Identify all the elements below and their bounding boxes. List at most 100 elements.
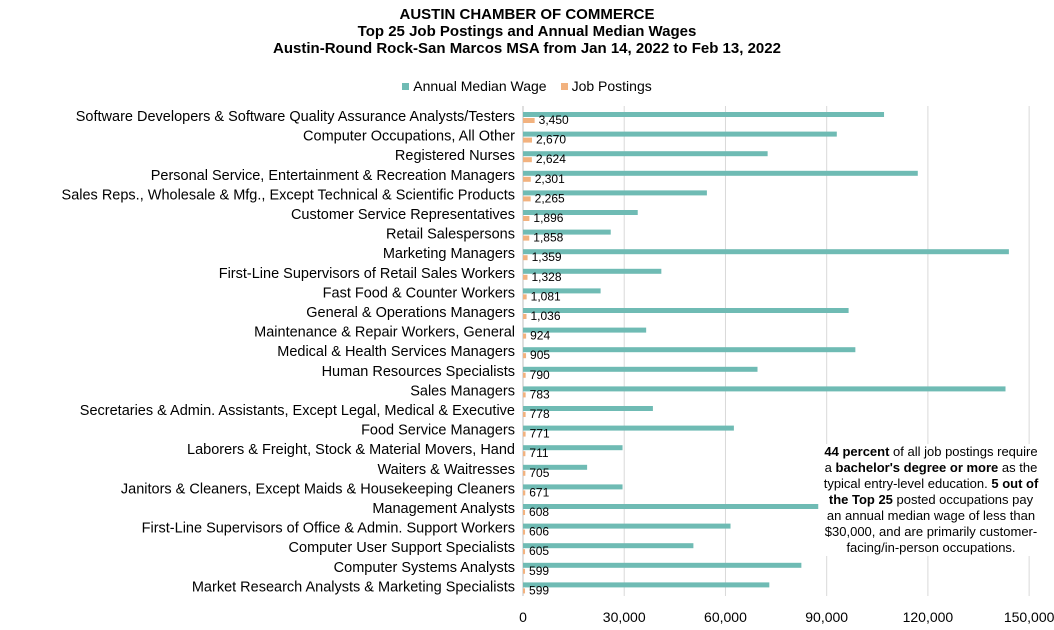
category-label: Customer Service Representatives [291,207,515,223]
wage-bar [523,445,623,451]
note-text-2: as the typical entry-level education. [823,460,1038,491]
legend-item-postings: Job Postings [560,78,652,94]
postings-bar [523,549,526,555]
category-label: Maintenance & Repair Workers, General [254,325,515,341]
postings-data-label: 608 [529,505,549,519]
x-tick-label: 120,000 [903,609,954,625]
postings-bar [523,294,527,300]
x-tick-label: 150,000 [1004,609,1054,625]
postings-bar [523,529,526,535]
category-label: Software Developers & Software Quality A… [76,109,515,125]
postings-data-label: 599 [529,583,549,597]
category-label: Fast Food & Counter Workers [323,285,515,301]
postings-bar [523,353,527,359]
category-label: Computer Systems Analysts [334,560,515,576]
postings-bar [523,392,526,398]
wage-bar [523,425,734,431]
postings-data-label: 1,081 [531,289,561,303]
category-label: Laborers & Freight, Stock & Material Mov… [187,442,515,458]
wage-bar [523,504,819,509]
category-label: First-Line Supervisors of Retail Sales W… [219,266,515,282]
postings-bar [523,137,533,143]
wage-bar [523,210,638,215]
postings-bar [523,490,526,496]
category-label: Market Research Analysts & Marketing Spe… [192,579,515,595]
category-label: Marketing Managers [383,246,515,262]
postings-bar [523,510,526,515]
wage-bar [523,327,647,333]
postings-data-label: 778 [530,407,550,421]
category-label: Secretaries & Admin. Assistants, Except … [80,403,515,419]
x-tick-label: 0 [519,609,527,625]
chart-subtitle-region: Austin-Round Rock-San Marcos MSA from Ja… [273,40,781,57]
category-label: General & Operations Managers [306,305,515,321]
postings-bar [523,157,532,163]
wage-bar [523,151,768,157]
postings-data-label: 599 [529,564,549,578]
postings-data-label: 783 [530,387,550,401]
postings-bar [523,176,531,182]
x-tick-label: 60,000 [704,609,747,625]
postings-data-label: 1,359 [532,250,562,264]
wage-bar [523,131,837,137]
legend-swatch-wage [402,82,410,90]
postings-data-label: 1,036 [530,309,560,323]
postings-data-label: 2,670 [536,133,566,147]
category-label: Sales Reps., Wholesale & Mfg., Except Te… [62,187,515,203]
wage-bar [523,582,770,588]
wage-bar [523,112,885,117]
postings-bar [523,196,531,202]
postings-data-label: 705 [529,466,549,480]
note-highlight-2: bachelor's degree or more [835,460,999,475]
wage-bar [523,347,856,353]
category-label: Food Service Managers [361,423,515,439]
legend-label-wage: Annual Median Wage [413,78,547,94]
chart-title-block: AUSTIN CHAMBER OF COMMERCE Top 25 Job Po… [0,6,1054,57]
chart-legend: Annual Median Wage Job Postings [0,78,1054,94]
postings-bar [523,274,528,280]
postings-data-label: 3,450 [539,113,569,127]
postings-bar [523,255,528,261]
wage-bar [523,268,662,274]
legend-label-postings: Job Postings [571,78,652,94]
note-highlight-1: 44 percent [824,444,890,459]
postings-data-label: 790 [530,368,550,382]
category-label: Registered Nurses [395,148,515,164]
postings-bar [523,470,526,476]
postings-bar [523,235,530,241]
category-label: Janitors & Cleaners, Except Maids & Hous… [121,481,515,497]
postings-data-label: 1,858 [533,231,563,245]
postings-bar [523,314,527,319]
wage-bar [523,464,588,470]
category-label: Waiters & Waitresses [377,462,515,478]
wage-bar [523,190,707,196]
category-label: Management Analysts [372,501,515,517]
postings-bar [523,588,526,594]
wage-bar [523,249,1009,255]
x-tick-label: 90,000 [805,609,848,625]
postings-data-label: 2,301 [535,172,565,186]
x-tick-label: 30,000 [603,609,646,625]
wage-bar [523,170,918,176]
category-label: Sales Managers [410,383,515,399]
postings-data-label: 2,265 [535,191,565,205]
chart-subtitle: Top 25 Job Postings and Annual Median Wa… [357,23,697,40]
postings-bar [523,333,527,339]
wage-bar [523,406,653,411]
wage-bar [523,543,694,549]
legend-swatch-postings [560,82,568,90]
chart-title: AUSTIN CHAMBER OF COMMERCE [399,6,655,23]
category-label: Human Resources Specialists [322,364,515,380]
wage-bar [523,523,731,529]
category-label: First-Line Supervisors of Office & Admin… [142,521,515,537]
annotation-note: 44 percent of all job postings require a… [822,444,1040,556]
postings-bar [523,431,526,437]
wage-bar [523,229,611,235]
wage-bar [523,386,1006,392]
wage-bar [523,562,802,568]
postings-bar [523,372,526,378]
postings-data-label: 905 [530,348,550,362]
category-label: Retail Salespersons [386,227,515,243]
note-text-1: of all job postings require a [824,444,1038,475]
